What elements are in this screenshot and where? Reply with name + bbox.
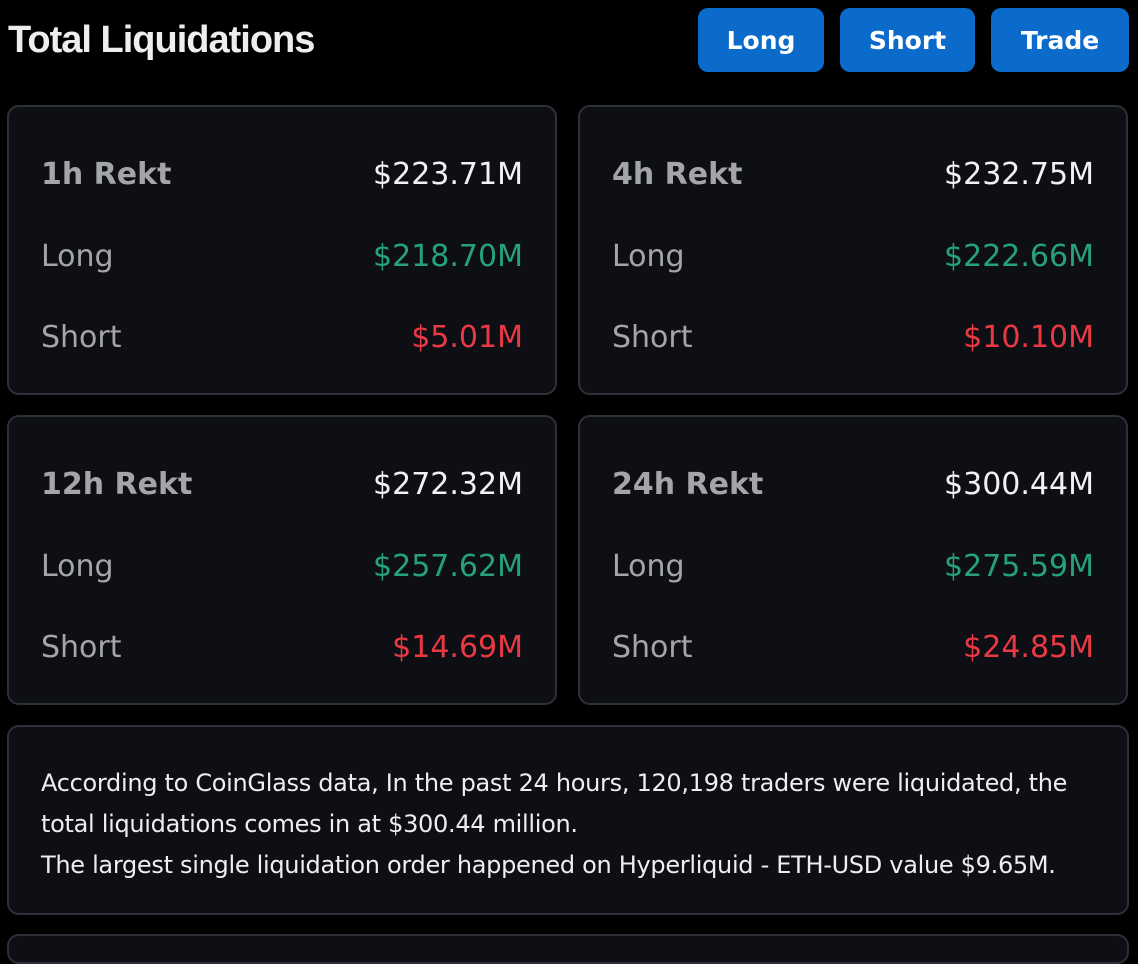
liquidation-card-12h: 12h Rekt $272.32M Long $257.62M Short $1… xyxy=(7,415,557,705)
short-label: Short xyxy=(41,319,122,355)
next-section-card xyxy=(7,934,1129,964)
long-label: Long xyxy=(612,548,685,584)
period-label: 1h Rekt xyxy=(41,156,172,192)
short-label: Short xyxy=(41,629,122,665)
card-long-row: Long $222.66M xyxy=(612,236,1094,276)
long-label: Long xyxy=(41,548,114,584)
liquidation-summary: According to CoinGlass data, In the past… xyxy=(7,725,1129,915)
short-value: $24.85M xyxy=(963,629,1094,665)
liquidation-card-4h: 4h Rekt $232.75M Long $222.66M Short $10… xyxy=(578,105,1128,395)
card-short-row: Short $24.85M xyxy=(612,627,1094,667)
card-short-row: Short $5.01M xyxy=(41,317,523,357)
trade-button[interactable]: Trade xyxy=(991,8,1129,72)
liquidation-card-24h: 24h Rekt $300.44M Long $275.59M Short $2… xyxy=(578,415,1128,705)
period-label: 4h Rekt xyxy=(612,156,743,192)
long-value: $222.66M xyxy=(944,238,1094,274)
period-label: 24h Rekt xyxy=(612,466,764,502)
total-value: $223.71M xyxy=(373,156,523,192)
long-value: $275.59M xyxy=(944,548,1094,584)
liquidation-card-1h: 1h Rekt $223.71M Long $218.70M Short $5.… xyxy=(7,105,557,395)
short-label: Short xyxy=(612,319,693,355)
card-short-row: Short $10.10M xyxy=(612,317,1094,357)
card-long-row: Long $275.59M xyxy=(612,546,1094,586)
long-button[interactable]: Long xyxy=(698,8,824,72)
card-total-row: 24h Rekt $300.44M xyxy=(612,464,1094,504)
long-value: $218.70M xyxy=(373,238,523,274)
card-long-row: Long $257.62M xyxy=(41,546,523,586)
long-value: $257.62M xyxy=(373,548,523,584)
short-value: $10.10M xyxy=(963,319,1094,355)
card-short-row: Short $14.69M xyxy=(41,627,523,667)
long-label: Long xyxy=(41,238,114,274)
short-button[interactable]: Short xyxy=(840,8,975,72)
page-title: Total Liquidations xyxy=(8,19,315,61)
total-value: $300.44M xyxy=(944,466,1094,502)
total-value: $232.75M xyxy=(944,156,1094,192)
card-total-row: 4h Rekt $232.75M xyxy=(612,154,1094,194)
header: Total Liquidations Long Short Trade xyxy=(0,0,1138,84)
long-label: Long xyxy=(612,238,685,274)
short-label: Short xyxy=(612,629,693,665)
card-total-row: 12h Rekt $272.32M xyxy=(41,464,523,504)
short-value: $5.01M xyxy=(411,319,523,355)
card-long-row: Long $218.70M xyxy=(41,236,523,276)
total-value: $272.32M xyxy=(373,466,523,502)
short-value: $14.69M xyxy=(392,629,523,665)
summary-largest-order: The largest single liquidation order hap… xyxy=(41,851,1056,879)
card-total-row: 1h Rekt $223.71M xyxy=(41,154,523,194)
summary-text: According to CoinGlass data, In the past… xyxy=(41,769,1068,838)
period-label: 12h Rekt xyxy=(41,466,193,502)
